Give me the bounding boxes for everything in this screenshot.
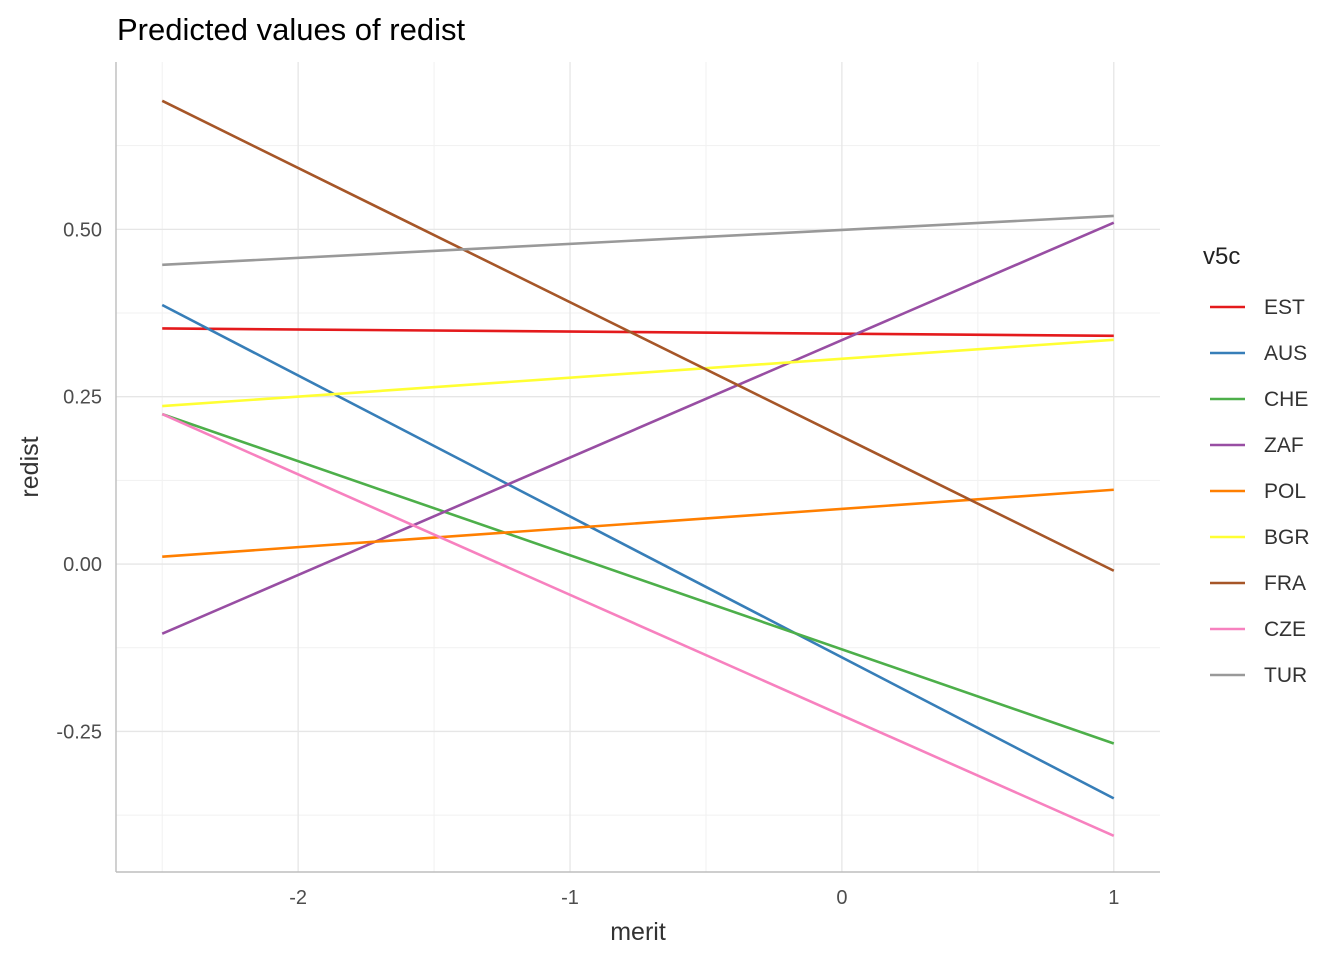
series-line-est	[162, 327, 1114, 338]
series-line-pol	[162, 488, 1114, 558]
legend-label-bgr: BGR	[1264, 526, 1310, 549]
legend: v5c EST AUS CHE ZAF POL BGR FRA CZE TUR	[1203, 243, 1310, 687]
y-tick-labels: -0.25 0.00 0.25 0.50	[56, 219, 102, 743]
legend-label-fra: FRA	[1264, 572, 1306, 595]
grid-major	[116, 62, 1160, 872]
x-tick-labels: -2 -1 0 1	[289, 887, 1119, 909]
series-line-aus	[161, 303, 1115, 800]
x-tick-label: -2	[289, 887, 307, 909]
series-line-zaf	[161, 221, 1115, 635]
chart-title: Predicted values of redist	[117, 12, 465, 47]
x-tick-label: -1	[561, 887, 579, 909]
series-line-bgr	[162, 338, 1114, 408]
y-tick-label: 0.00	[63, 554, 102, 576]
series-line-cze	[161, 412, 1115, 838]
legend-label-aus: AUS	[1264, 342, 1307, 365]
x-tick-label: 1	[1108, 887, 1119, 909]
series-line-tur	[162, 214, 1114, 267]
x-tick-label: 0	[836, 887, 847, 909]
y-tick-label: -0.25	[56, 721, 102, 743]
x-axis-title: merit	[610, 918, 666, 946]
series-line-fra	[161, 99, 1115, 572]
legend-label-est: EST	[1264, 296, 1305, 319]
legend-label-tur: TUR	[1264, 664, 1307, 687]
legend-label-zaf: ZAF	[1264, 434, 1304, 457]
grid-minor	[116, 62, 1160, 872]
legend-title: v5c	[1203, 243, 1240, 270]
legend-label-pol: POL	[1264, 480, 1306, 503]
legend-items: EST AUS CHE ZAF POL BGR FRA CZE TUR	[1210, 296, 1310, 687]
series-lines	[161, 99, 1115, 838]
y-tick-label: 0.25	[63, 387, 102, 409]
legend-label-cze: CZE	[1264, 618, 1306, 641]
y-axis-title: redist	[16, 436, 44, 497]
legend-label-che: CHE	[1264, 388, 1308, 411]
y-tick-label: 0.50	[63, 219, 102, 241]
series-line-che	[161, 412, 1115, 745]
